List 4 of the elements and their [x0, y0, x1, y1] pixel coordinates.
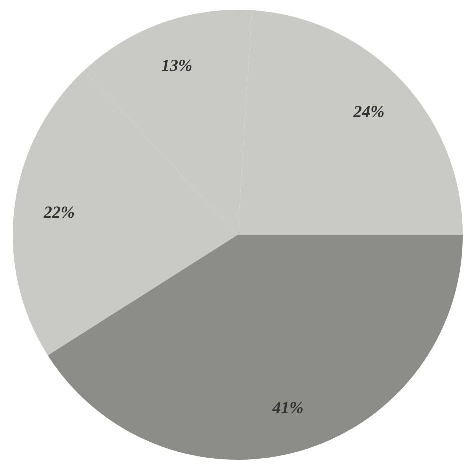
- data-label: 22%: [44, 206, 74, 218]
- data-label: 13%: [162, 60, 192, 72]
- data-label: 41%: [272, 402, 303, 414]
- data-label: 24%: [353, 106, 384, 118]
